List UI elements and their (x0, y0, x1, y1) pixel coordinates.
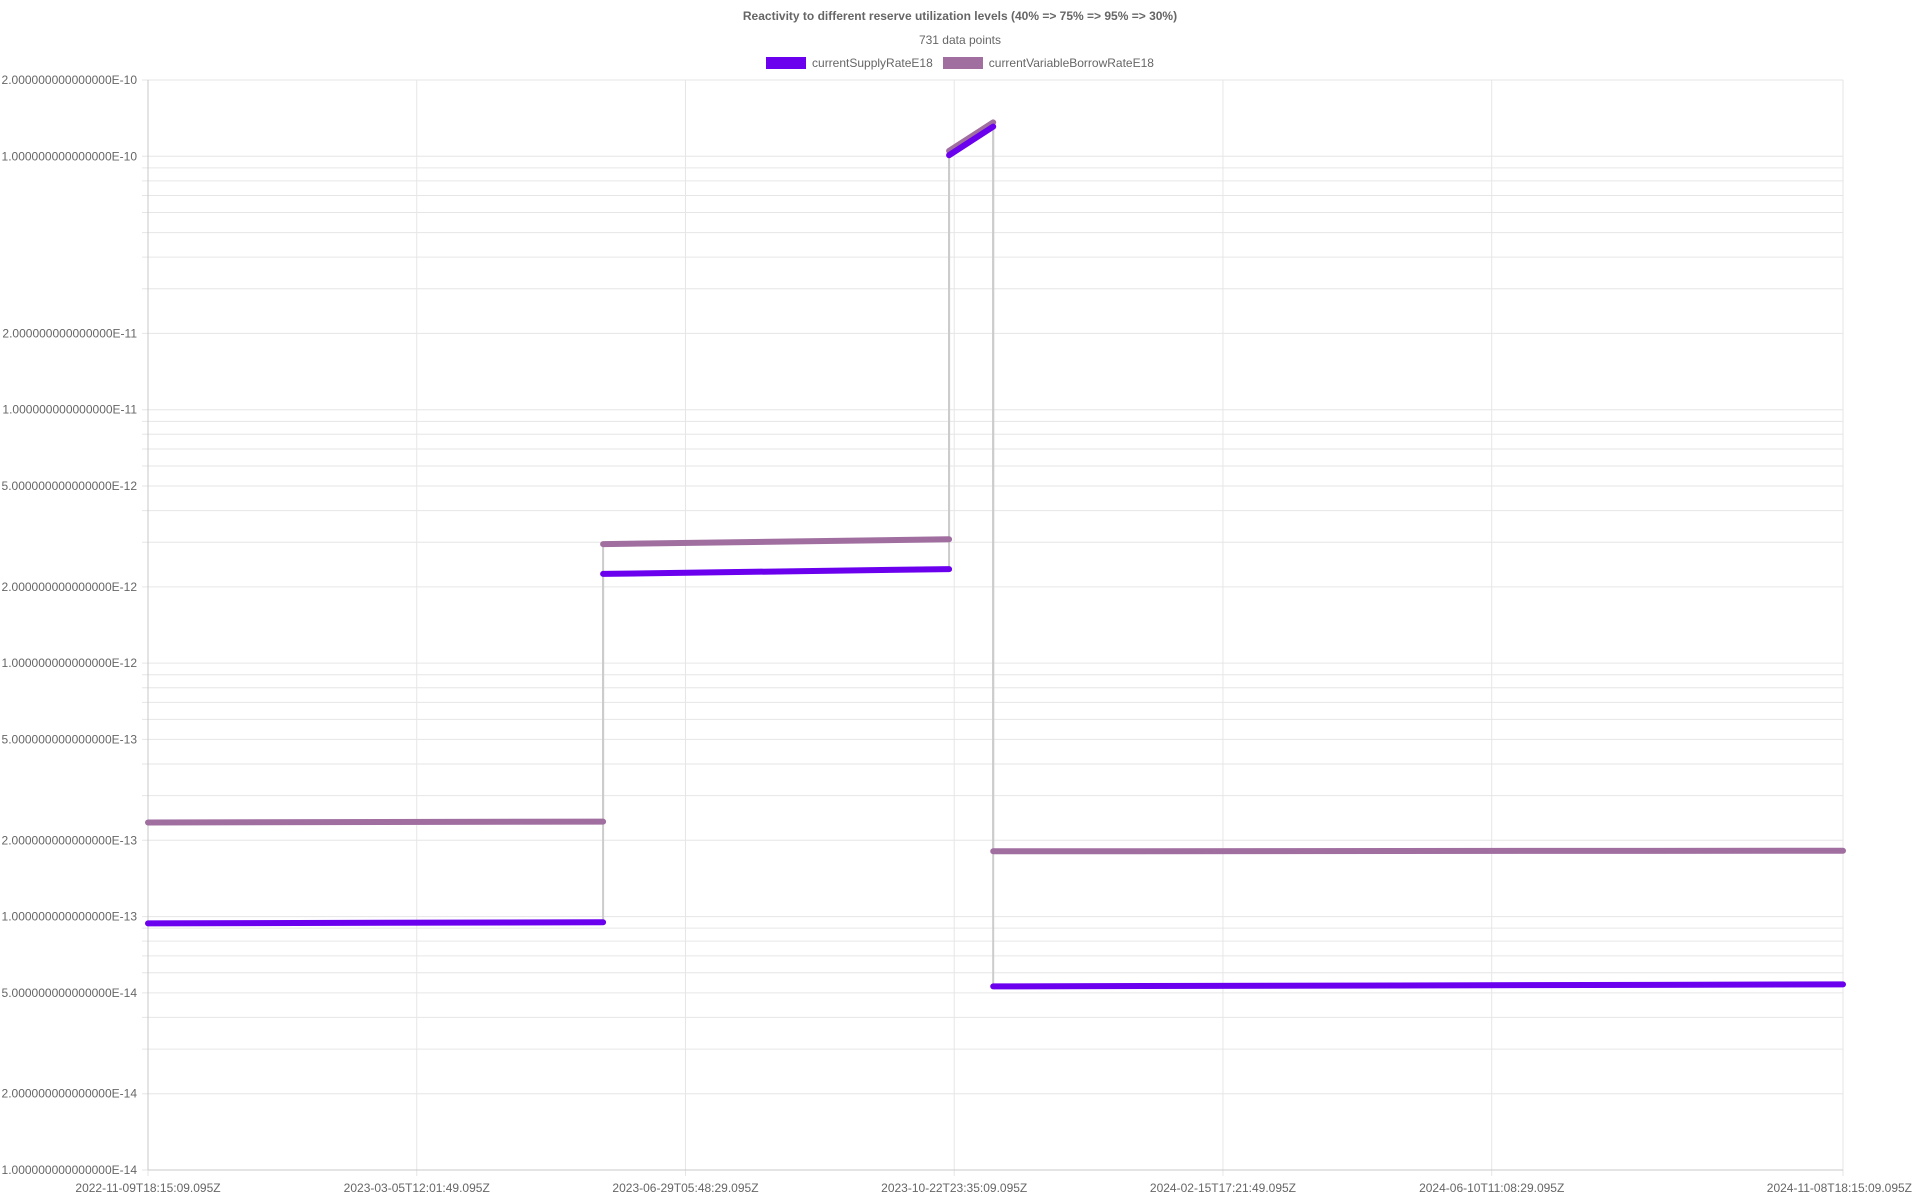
y-tick-label: 5.000000000000000E-12 (2, 479, 138, 493)
legend-label-borrow-rate: currentVariableBorrowRateE18 (988, 56, 1154, 70)
y-tick-label: 5.000000000000000E-13 (2, 732, 138, 746)
y-tick-label: 2.000000000000000E-12 (2, 580, 138, 594)
y-tick-label: 1.000000000000000E-10 (2, 149, 138, 163)
y-tick-label: 2.000000000000000E-14 (2, 1087, 138, 1101)
x-axis-ticks: 2022-11-09T18:15:09.095Z 2023-03-05T12:01… (75, 1181, 1912, 1195)
legend-item-borrow-rate[interactable]: currentVariableBorrowRateE18 (942, 56, 1154, 70)
legend-swatch-borrow-rate (942, 57, 983, 69)
series-line-borrow-rate (946, 119, 997, 154)
y-tick-label: 1.000000000000000E-13 (2, 910, 138, 924)
y-tick-label: 5.000000000000000E-14 (2, 986, 138, 1000)
legend-swatch-supply-rate (766, 57, 807, 69)
series-line-borrow-rate (145, 818, 607, 826)
x-tick-label: 2023-03-05T12:01:49.095Z (344, 1181, 490, 1195)
y-tick-label: 2.000000000000000E-11 (2, 326, 137, 340)
axes (147, 80, 1843, 1171)
series-line-borrow-rate (990, 847, 1846, 855)
y-tick-label: 1.000000000000000E-11 (2, 403, 137, 417)
legend-label-supply-rate: currentSupplyRateE18 (812, 56, 933, 70)
y-tick-label: 2.000000000000000E-10 (2, 73, 138, 87)
chart-title: Reactivity to different reserve utilizat… (742, 9, 1178, 23)
x-tick-label: 2023-06-29T05:48:29.095Z (612, 1181, 758, 1195)
x-tick-label: 2024-11-08T18:15:09.095Z (1767, 1181, 1912, 1195)
transition-lines (602, 122, 995, 987)
chart-subtitle: 731 data points (918, 33, 1002, 47)
series-line-supply-rate (600, 566, 953, 577)
series-line-borrow-rate (600, 536, 953, 548)
legend: currentSupplyRateE18 currentVariableBorr… (0, 56, 1920, 70)
x-tick-label: 2022-11-09T18:15:09.095Z (75, 1181, 220, 1195)
x-tick-label: 2023-10-22T23:35:09.095Z (881, 1181, 1027, 1195)
series-line-supply-rate (145, 919, 607, 927)
x-tick-label: 2024-02-15T17:21:49.095Z (1150, 1181, 1296, 1195)
y-tick-label: 1.000000000000000E-14 (2, 1163, 138, 1177)
y-tick-label: 1.000000000000000E-12 (2, 656, 138, 670)
y-axis-ticks: 2.000000000000000E-10 1.000000000000000E-… (2, 73, 138, 1177)
legend-item-supply-rate[interactable]: currentSupplyRateE18 (766, 56, 933, 70)
x-tick-label: 2024-06-10T11:08:29.095Z (1419, 1181, 1564, 1195)
series-line-supply-rate (990, 981, 1846, 990)
series-lines (145, 119, 1846, 990)
y-tick-label: 2.000000000000000E-13 (2, 833, 138, 847)
series-line-supply-rate (946, 123, 997, 159)
